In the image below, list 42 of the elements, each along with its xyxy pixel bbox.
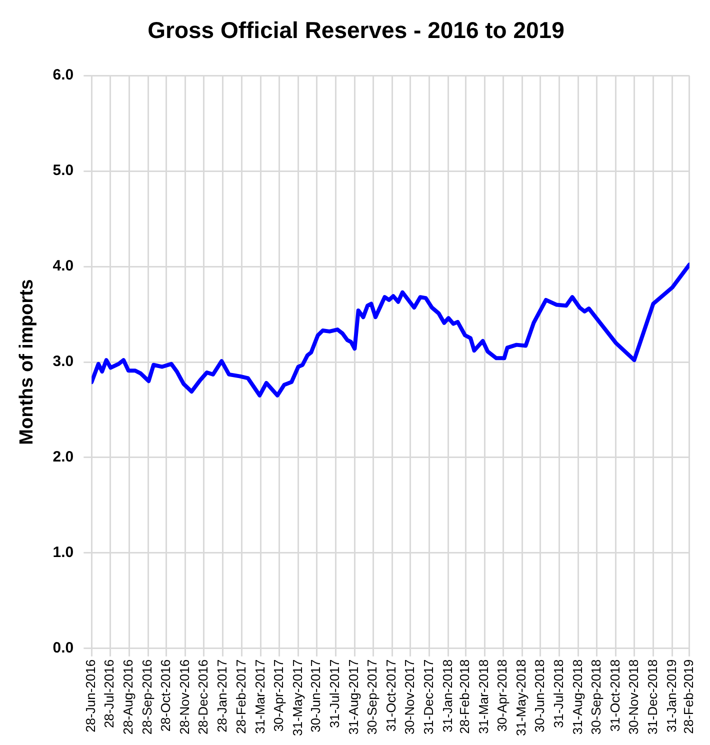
x-tick-label: 31-Oct-2017	[384, 659, 399, 732]
y-tick-label: 1.0	[52, 544, 74, 562]
y-tick-label: 2.0	[52, 448, 74, 466]
x-tick-label: 31-May-2018	[514, 659, 529, 736]
y-tick-label: 4.0	[52, 258, 74, 275]
x-tick-label: 30-Nov-2018	[626, 659, 641, 735]
x-tick-label: 30-Nov-2017	[402, 659, 418, 735]
x-tick-label: 31-Jul-2017	[327, 659, 342, 728]
x-tick-label: 30-Apr-2017	[270, 659, 286, 732]
x-tick-label: 28-Jan-2017	[214, 659, 230, 732]
x-tick-label: 28-Nov-2016	[177, 659, 192, 735]
x-tick-label: 30-Sep-2017	[364, 659, 380, 735]
x-tick-label: 30-Jun-2017	[308, 659, 324, 732]
x-tick-label: 28-Feb-2019	[680, 659, 696, 734]
y-tick-label: 0.0	[52, 640, 74, 657]
x-tick-label: 31-Mar-2017	[252, 659, 268, 734]
x-tick-label: 31-Oct-2018	[607, 659, 622, 732]
x-tick-label: 31-Mar-2018	[476, 659, 492, 734]
x-tick-label: 31-Jan-2019	[664, 659, 679, 732]
x-tick-label: 28-Aug-2016	[120, 659, 136, 735]
x-tick-label: 28-Sep-2016	[140, 659, 155, 735]
x-tick-label: 28-Feb-2018	[457, 659, 472, 734]
y-tick-label: 3.0	[52, 353, 74, 370]
x-tick-label: 30-Jun-2018	[532, 659, 547, 732]
chart-title: Gross Official Reserves - 2016 to 2019	[148, 17, 564, 44]
y-tick-label: 5.0	[52, 162, 74, 180]
x-tick-label: 28-Feb-2017	[233, 659, 248, 734]
x-tick-label: 28-Oct-2016	[158, 659, 174, 732]
x-tick-label: 28-Dec-2016	[195, 659, 210, 735]
x-tick-label: 28-Jun-2016	[83, 659, 98, 732]
y-tick-label: 6.0	[52, 66, 74, 84]
x-tick-label: 31-Dec-2018	[644, 659, 660, 735]
x-tick-label: 31-Aug-2017	[346, 659, 362, 735]
y-axis-title: Months of imports	[16, 279, 38, 445]
x-tick-label: 31-Dec-2017	[421, 659, 436, 735]
x-tick-label: 28-Jul-2016	[102, 659, 117, 728]
x-tick-label: 31-Jul-2018	[551, 659, 566, 728]
x-tick-label: 31-Jan-2018	[440, 659, 456, 732]
x-tick-label: 30-Sep-2018	[588, 659, 604, 735]
x-tick-label: 30-Apr-2018	[494, 659, 510, 732]
x-tick-label: 31-Aug-2018	[570, 659, 586, 735]
x-tick-label: 31-May-2017	[290, 659, 305, 736]
